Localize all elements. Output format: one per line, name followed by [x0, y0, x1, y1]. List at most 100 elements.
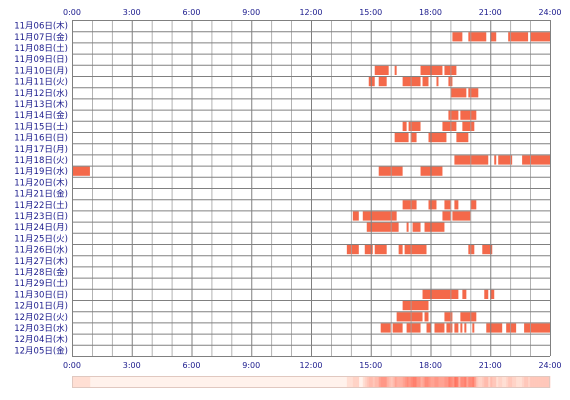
activity-bar — [346, 245, 359, 255]
summary-strip-cell — [484, 376, 487, 388]
summary-strip-cell — [462, 376, 465, 388]
summary-strip-cell — [428, 376, 431, 388]
summary-strip-cell — [420, 376, 423, 388]
activity-bar — [72, 166, 90, 176]
summary-strip-cell — [424, 376, 427, 388]
day-label: 11月23日(日) — [14, 212, 68, 222]
activity-bar — [362, 211, 397, 221]
summary-strip-cell — [508, 376, 511, 388]
activity-bar — [452, 211, 471, 221]
summary-strip-cell — [384, 376, 387, 388]
day-label: 11月26日(水) — [14, 245, 68, 256]
summary-strip-cell — [374, 376, 378, 388]
day-label: 12月04日(木) — [14, 334, 68, 345]
summary-strip-cell — [504, 376, 507, 388]
summary-strip-cell — [370, 376, 374, 388]
summary-strip-cell — [422, 376, 425, 388]
summary-strip-cell — [446, 376, 449, 388]
summary-strip-cell — [458, 376, 461, 388]
x-tick-label: 3:00 — [123, 8, 141, 17]
activity-bar — [434, 323, 445, 333]
day-label: 12月02日(火) — [14, 313, 68, 323]
activity-bar — [402, 77, 421, 87]
x-tick-label: 21:00 — [479, 361, 502, 370]
summary-strip-cell — [83, 376, 87, 388]
summary-strip-cell — [72, 376, 75, 388]
x-tick-label: 0:00 — [63, 8, 81, 17]
summary-strip-cell — [388, 376, 391, 388]
x-tick-label: 0:00 — [63, 361, 81, 370]
activity-bar — [380, 323, 391, 333]
summary-strip-cell — [514, 376, 517, 388]
activity-bar — [402, 121, 407, 131]
activity-bar — [484, 289, 489, 299]
activity-bar — [498, 155, 513, 165]
summary-strip-cell — [530, 376, 533, 388]
summary-strip-cell — [464, 376, 467, 388]
summary-strip-cell — [348, 376, 352, 388]
activity-bar — [460, 323, 463, 333]
day-label: 12月05日(金) — [14, 345, 68, 356]
activity-bar — [470, 200, 477, 210]
activity-bar — [352, 211, 359, 221]
activity-bar — [404, 245, 427, 255]
summary-strip-cell — [352, 376, 356, 388]
summary-strip-cell — [546, 376, 549, 388]
activity-bar — [482, 245, 493, 255]
summary-strip-cell — [454, 376, 457, 388]
x-tick-label: 24:00 — [538, 361, 561, 370]
activity-bar — [468, 32, 487, 42]
summary-strip-cell — [434, 376, 437, 388]
activity-bar — [450, 88, 467, 98]
x-tick-label: 3:00 — [123, 361, 141, 370]
summary-strip-cell — [520, 376, 523, 388]
day-label: 11月10日(月) — [14, 66, 68, 76]
activity-bar — [374, 245, 387, 255]
summary-strip-cell — [392, 376, 395, 388]
summary-strip-cell — [460, 376, 463, 388]
summary-strip-cell — [516, 376, 519, 388]
summary-strip-cell — [75, 376, 79, 388]
summary-strip-cell — [350, 376, 354, 388]
activity-bar — [428, 200, 437, 210]
summary-strip-cell — [378, 376, 382, 388]
activity-bar — [464, 323, 467, 333]
activity-bar — [460, 312, 477, 322]
summary-strip-cell — [390, 376, 393, 388]
activity-bar — [366, 222, 399, 232]
activity-bar — [426, 323, 431, 333]
x-tick-label: 9:00 — [242, 361, 260, 370]
activity-bar — [392, 323, 403, 333]
activity-bar — [410, 133, 417, 143]
activity-bar — [442, 121, 457, 131]
summary-strip-cell — [448, 376, 451, 388]
day-label: 11月17日(月) — [14, 145, 68, 155]
summary-strip-cell — [430, 376, 433, 388]
activity-bar — [394, 133, 409, 143]
grid-lines — [72, 20, 551, 357]
summary-strip-cell — [528, 376, 531, 388]
activity-bar — [468, 245, 475, 255]
summary-strip-cell — [518, 376, 521, 388]
summary-strip-cell — [476, 376, 479, 388]
summary-strip-cell — [79, 376, 83, 388]
x-tick-labels-top: 0:00 3:00 6:00 9:00 12:00 15:00 18:00 21:00 24:0… — [63, 8, 562, 17]
x-tick-label: 18:00 — [419, 8, 442, 17]
summary-strip-cell — [468, 376, 471, 388]
day-label: 11月21日(金) — [14, 189, 68, 200]
activity-bar — [444, 200, 451, 210]
summary-strip-cell — [368, 376, 372, 388]
day-label: 11月06日(木) — [14, 21, 68, 32]
activity-bar — [486, 323, 503, 333]
day-label: 11月25日(火) — [14, 234, 68, 244]
summary-strip-cell — [81, 376, 85, 388]
day-label: 11月07日(金) — [14, 32, 68, 43]
summary-strip-cell — [438, 376, 441, 388]
activity-bar — [422, 289, 459, 299]
summary-strip-cell — [436, 376, 439, 388]
day-label: 11月19日(水) — [14, 166, 68, 177]
activity-bar — [456, 133, 469, 143]
summary-strip-cell — [432, 376, 435, 388]
summary-strip-cell — [532, 376, 535, 388]
